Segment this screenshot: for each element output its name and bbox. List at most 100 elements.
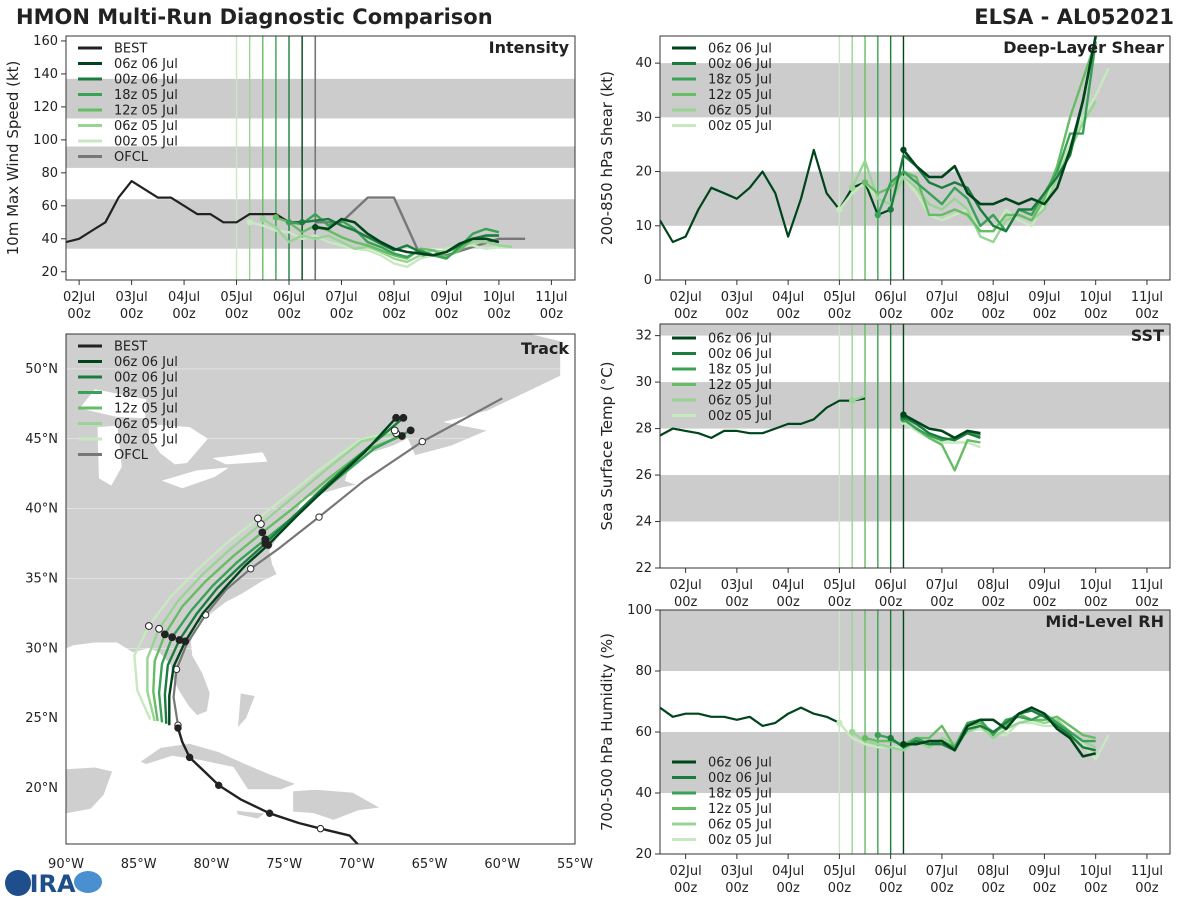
x-tick-label: 09Jul bbox=[1028, 578, 1060, 593]
series-line bbox=[249, 221, 512, 268]
track-point bbox=[168, 633, 177, 642]
x-tick-label: 10Jul bbox=[1080, 864, 1112, 879]
series-line bbox=[889, 36, 1097, 233]
track-point bbox=[254, 514, 262, 523]
y-tick-label: 26 bbox=[635, 468, 652, 483]
x-tick-label: 00z bbox=[487, 307, 511, 322]
x-tick-label: 00z bbox=[674, 595, 698, 610]
x-tick-label: 00z bbox=[120, 307, 144, 322]
x-tick-label: 00z bbox=[225, 307, 249, 322]
x-tick-label: 06Jul bbox=[875, 290, 907, 305]
legend-label: 06z 06 Jul bbox=[708, 42, 772, 57]
lat-tick-label: 35°N bbox=[25, 572, 58, 587]
series-start-dot bbox=[887, 206, 894, 213]
bahamas-land bbox=[237, 692, 256, 729]
y-tick-label: 40 bbox=[635, 786, 652, 801]
legend-label: BEST bbox=[114, 42, 147, 57]
x-tick-label: 00z bbox=[879, 307, 903, 322]
y-axis-label: 200-850 hPa Shear (kt) bbox=[598, 71, 616, 245]
legend-label: 00z 05 Jul bbox=[114, 433, 178, 448]
series-start-dot bbox=[849, 184, 856, 192]
shear-plot-area bbox=[660, 36, 1170, 280]
x-tick-label: 05Jul bbox=[220, 290, 252, 305]
series-start-dot bbox=[285, 219, 293, 226]
x-tick-label: 04Jul bbox=[772, 864, 804, 879]
x-tick-label: 11Jul bbox=[1131, 290, 1163, 305]
lon-tick-label: 65°W bbox=[412, 857, 448, 872]
rh-panel: 20 40 60 80 100 02Jul 00z 03Jul 00z 04Jul 00z 05Jul… bbox=[598, 603, 1171, 896]
legend-label: 12z 05 Jul bbox=[708, 378, 772, 393]
x-tick-label: 00z bbox=[172, 307, 196, 322]
y-tick-label: 140 bbox=[33, 67, 58, 82]
panel-title: SST bbox=[1131, 326, 1164, 345]
x-tick-label: 00z bbox=[828, 595, 852, 610]
cira-logo: CIRA bbox=[5, 870, 102, 898]
y-tick-label: 20 bbox=[41, 265, 58, 280]
lat-tick-label: 25°N bbox=[25, 711, 58, 726]
lat-tick-label: 40°N bbox=[25, 502, 58, 517]
y-tick-label: 80 bbox=[635, 664, 652, 679]
x-tick-label: 00z bbox=[776, 881, 800, 896]
x-tick-label: 08Jul bbox=[378, 290, 410, 305]
x-tick-label: 00z bbox=[725, 881, 749, 896]
y-tick-label: 120 bbox=[33, 100, 58, 115]
x-tick-label: 00z bbox=[879, 881, 903, 896]
best-point bbox=[316, 824, 325, 833]
x-tick-label: 00z bbox=[879, 595, 903, 610]
lat-tick-label: 20°N bbox=[25, 781, 58, 796]
legend-label: 18z 05 Jul bbox=[708, 363, 772, 378]
model-track bbox=[133, 429, 396, 721]
shaded-band bbox=[66, 146, 575, 168]
x-tick-label: 02Jul bbox=[63, 290, 95, 305]
x-tick-label: 00z bbox=[435, 307, 459, 322]
y-tick-label: 160 bbox=[33, 34, 58, 49]
y-tick-label: 24 bbox=[635, 515, 652, 530]
model-track bbox=[168, 416, 397, 726]
x-tick-label: 07Jul bbox=[926, 290, 958, 305]
x-tick-label: 00z bbox=[981, 881, 1005, 896]
legend-label: 06z 06 Jul bbox=[708, 332, 772, 347]
x-tick-label: 00z bbox=[981, 307, 1005, 322]
series-start-dot bbox=[874, 731, 882, 739]
lon-tick-label: 80°W bbox=[193, 857, 229, 872]
track-point bbox=[160, 630, 169, 639]
x-tick-label: 03Jul bbox=[115, 290, 147, 305]
series-start-dot bbox=[887, 734, 894, 742]
x-tick-label: 00z bbox=[776, 307, 800, 322]
x-tick-label: 00z bbox=[981, 595, 1005, 610]
y-tick-label: 20 bbox=[635, 847, 652, 862]
y-tick-label: 60 bbox=[41, 199, 58, 214]
series-line bbox=[876, 41, 1097, 233]
storm-id: ELSA - AL052021 bbox=[974, 5, 1174, 29]
series-line bbox=[902, 413, 981, 440]
track-point bbox=[155, 624, 163, 633]
x-tick-label: 03Jul bbox=[721, 290, 753, 305]
legend-label: 12z 05 Jul bbox=[114, 104, 178, 119]
panel-title: Track bbox=[521, 339, 569, 358]
legend-label: 00z 06 Jul bbox=[708, 771, 772, 786]
y-tick-label: 40 bbox=[41, 232, 58, 247]
series-start-dot bbox=[298, 219, 306, 226]
series-start-dot bbox=[849, 728, 856, 736]
x-tick-label: 00z bbox=[1084, 307, 1108, 322]
model-track bbox=[152, 434, 403, 722]
series-start-dot bbox=[900, 146, 907, 154]
series-start-dot bbox=[246, 219, 253, 226]
x-tick-label: 00z bbox=[1033, 307, 1057, 322]
panel-title: Intensity bbox=[489, 38, 570, 57]
best-point bbox=[215, 781, 223, 790]
hurricane-icon bbox=[74, 871, 102, 893]
jamaica-land bbox=[235, 810, 266, 820]
lake-ontario bbox=[212, 452, 268, 465]
x-tick-label: 03Jul bbox=[721, 578, 753, 593]
legend-label: 00z 05 Jul bbox=[114, 135, 178, 150]
shaded-band bbox=[660, 475, 1170, 522]
plot-frame bbox=[65, 35, 576, 281]
best-track-line bbox=[660, 706, 840, 728]
x-tick-label: 00z bbox=[1135, 307, 1159, 322]
legend-label: 18z 05 Jul bbox=[114, 386, 178, 401]
series-line bbox=[877, 712, 1096, 749]
